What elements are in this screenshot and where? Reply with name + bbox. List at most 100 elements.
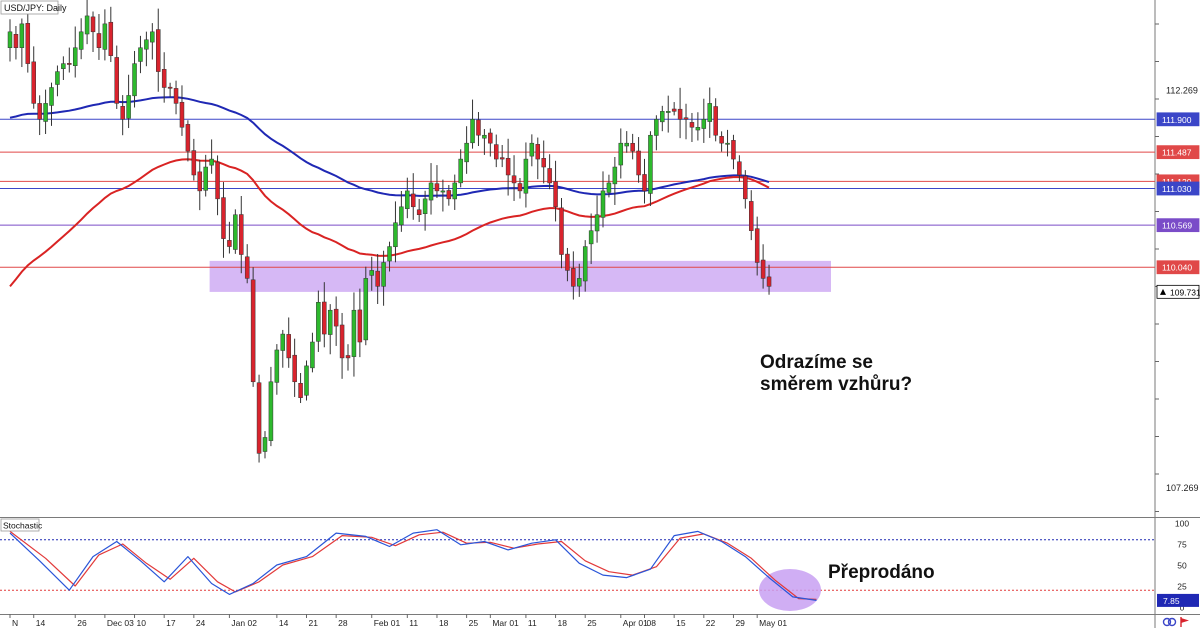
candle-body-45 — [274, 349, 280, 383]
candle-body-16 — [102, 23, 108, 50]
candle-body-92 — [553, 181, 558, 208]
candle-body-3 — [25, 23, 31, 64]
level-label-5: 110.040 — [1162, 263, 1192, 273]
candle-body-46 — [280, 333, 286, 351]
candle-body-49 — [298, 383, 303, 398]
stochastic-pane — [0, 539, 1155, 591]
price-tick-label-1: 107.269 — [1166, 483, 1199, 493]
candle-body-73 — [440, 190, 446, 193]
candle-body-29 — [179, 101, 185, 128]
stoch-tick-label-4: 0 — [1180, 603, 1185, 613]
candle-body-95 — [571, 268, 576, 287]
candle-body-20 — [126, 95, 131, 119]
candle-body-78 — [470, 119, 475, 144]
candle-body-124 — [743, 175, 748, 200]
candle-body-57 — [345, 355, 351, 359]
stochastic-lines — [9, 529, 817, 601]
candle-body-85 — [511, 175, 517, 184]
candle-body-61 — [369, 270, 374, 276]
candle-body-72 — [434, 183, 440, 192]
x-tick-label-10: 28 — [338, 618, 348, 628]
candle-body-113 — [677, 108, 683, 120]
symbol-label-box — [0, 0, 59, 15]
candle-body-119 — [713, 106, 718, 136]
candle-body-54 — [327, 309, 333, 335]
candle-body-41 — [250, 279, 256, 383]
candle-body-63 — [381, 262, 386, 287]
candle-body-53 — [322, 301, 327, 335]
candle-body-77 — [464, 142, 469, 163]
candle-body-62 — [375, 270, 380, 287]
x-tick-label-0: N — [12, 618, 18, 628]
chart-link-icon[interactable] — [1162, 617, 1177, 627]
candle-body-8 — [55, 71, 60, 85]
stoch-tick-label-3: 25 — [1177, 582, 1187, 592]
candle-body-110 — [660, 111, 665, 123]
candle-body-88 — [529, 142, 535, 157]
candle-body-28 — [173, 88, 179, 104]
candle-body-65 — [393, 222, 398, 248]
candle-body-99 — [594, 214, 600, 232]
stoch-tick-label-0: 100 — [1175, 519, 1189, 529]
candlesticks — [7, 0, 772, 463]
candle-body-102 — [612, 166, 618, 185]
candle-body-31 — [191, 150, 197, 176]
stochastic-label-box — [0, 518, 40, 532]
candle-body-51 — [310, 341, 315, 369]
symbol-label: USD/JPY: Daily — [4, 3, 67, 13]
candle-body-70 — [422, 198, 428, 215]
candle-body-97 — [582, 246, 588, 282]
candle-body-118 — [707, 103, 712, 122]
oversold-label: Přeprodáno — [828, 562, 935, 583]
x-tick-label-3: Dec 03 — [107, 618, 134, 628]
x-tick-label-16: 11 — [528, 618, 537, 628]
candle-body-60 — [363, 278, 369, 341]
candle-body-47 — [286, 334, 291, 359]
x-tick-label-15: Mar 01 — [492, 618, 519, 628]
candle-body-22 — [138, 47, 143, 62]
candle-body-12 — [78, 31, 84, 50]
candle-body-74 — [446, 190, 452, 200]
candle-body-86 — [517, 183, 523, 192]
candle-body-7 — [49, 87, 54, 106]
level-label-3: 111.030 — [1162, 184, 1192, 194]
candle-body-69 — [416, 209, 422, 216]
candle-body-50 — [304, 365, 309, 396]
candle-body-103 — [618, 142, 624, 166]
x-tick-label-9: 21 — [309, 618, 319, 628]
candle-body-26 — [161, 69, 167, 88]
x-tick-label-23: 29 — [735, 618, 745, 628]
candle-body-100 — [600, 190, 606, 218]
candle-body-52 — [316, 301, 321, 342]
candle-body-89 — [535, 144, 541, 160]
candle-body-32 — [197, 171, 203, 192]
bounce-question-line2: směrem vzhůru? — [760, 374, 912, 395]
candle-body-112 — [671, 108, 677, 112]
candle-body-117 — [701, 119, 707, 129]
candle-body-25 — [156, 29, 161, 72]
candle-body-18 — [114, 57, 119, 104]
candle-body-114 — [683, 117, 689, 120]
candle-body-24 — [150, 31, 155, 43]
x-tick-label-14: 25 — [469, 618, 479, 628]
candle-body-68 — [410, 193, 416, 208]
stochastic-axis-ticks: 100 75 50 25 07.85 — [1157, 519, 1199, 613]
candle-body-123 — [737, 161, 742, 176]
level-label-4: 110.569 — [1162, 221, 1192, 231]
candle-body-82 — [494, 144, 499, 160]
candle-body-19 — [120, 106, 125, 120]
candle-body-37 — [227, 240, 232, 247]
candle-body-55 — [333, 308, 339, 327]
candle-body-93 — [559, 207, 564, 255]
stoch-last-value-label: 7.85 — [1163, 596, 1180, 606]
candle-body-83 — [499, 157, 505, 160]
candle-body-125 — [749, 201, 754, 231]
x-tick-label-8: 14 — [279, 618, 289, 628]
level-label-box-6 — [1156, 284, 1200, 299]
flag-icon[interactable] — [1180, 617, 1189, 627]
x-tick-label-13: 18 — [439, 618, 449, 628]
x-tick-label-4: 10 — [137, 618, 147, 628]
candle-body-115 — [689, 122, 695, 128]
